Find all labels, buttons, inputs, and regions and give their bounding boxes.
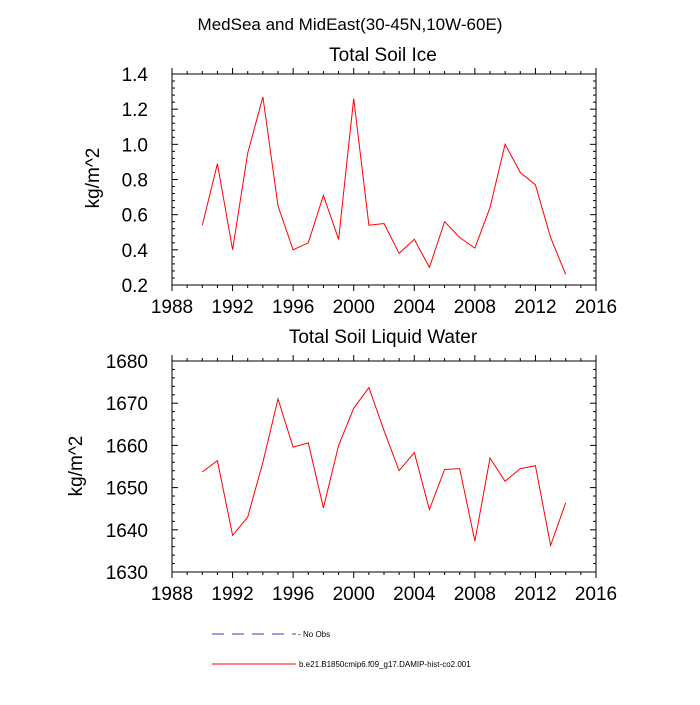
panel-title-soil-liquid-water: Total Soil Liquid Water (289, 327, 478, 348)
legend: - No Obs b.e21.B1850cmip6.f09_g17.DAMIP-… (212, 630, 471, 669)
y-tick-label: 0.4 (122, 241, 149, 262)
y-axis-label-soil-liquid-water: kg/m^2 (66, 436, 87, 497)
x-tick-label: 1996 (272, 584, 314, 605)
x-tick-label: 1992 (211, 297, 253, 318)
series-line (201, 386, 567, 548)
plot-frame (171, 73, 597, 286)
y-tick-label: 0.2 (122, 276, 148, 297)
y-tick-label: 1680 (106, 352, 148, 373)
x-tick-label: 2016 (575, 584, 617, 605)
x-tick-label: 2016 (575, 297, 617, 318)
y-tick-label: 1.2 (122, 100, 148, 121)
y-tick-label: 0.8 (122, 171, 148, 192)
y-tick-label: 1660 (106, 436, 148, 457)
legend-label-model: b.e21.B1850cmip6.f09_g17.DAMIP-hist-co2.… (299, 660, 471, 669)
series-line (201, 96, 567, 275)
x-tick-label: 1988 (151, 297, 193, 318)
x-tick-label: 2000 (333, 584, 375, 605)
y-tick-label: 1.4 (122, 65, 149, 86)
x-tick-label: 2004 (393, 297, 436, 318)
x-tick-label: 2008 (454, 297, 496, 318)
x-tick-label: 2004 (393, 584, 436, 605)
figure-suptitle: MedSea and MidEast(30-45N,10W-60E) (198, 15, 503, 34)
x-tick-label: 1996 (272, 297, 314, 318)
x-tick-label: 2000 (333, 297, 375, 318)
y-tick-label: 1670 (106, 394, 148, 415)
y-tick-label: 1650 (106, 479, 148, 500)
x-tick-label: 1992 (211, 584, 253, 605)
legend-label-no-obs: No Obs (303, 630, 330, 639)
panel-total-soil-ice: Total Soil Ice kg/m^2 1988 1992 1996 2000 20… (83, 45, 617, 318)
y-tick-label: 1630 (106, 563, 148, 584)
y-axis-label-soil-ice: kg/m^2 (83, 148, 104, 209)
x-tick-label: 2012 (514, 297, 556, 318)
x-tick-label: 1988 (151, 584, 193, 605)
x-tick-label: 2012 (514, 584, 556, 605)
y-tick-label: 0.6 (122, 206, 148, 227)
y-tick-label: 1640 (106, 521, 148, 542)
x-tick-label: 2008 (454, 584, 496, 605)
panel-title-soil-ice: Total Soil Ice (329, 45, 437, 66)
panel-total-soil-liquid-water: Total Soil Liquid Water kg/m^2 1988 1992 1… (66, 327, 617, 605)
y-tick-label: 1.0 (122, 135, 148, 156)
legend-label-no-obs-dash: - (298, 630, 301, 639)
